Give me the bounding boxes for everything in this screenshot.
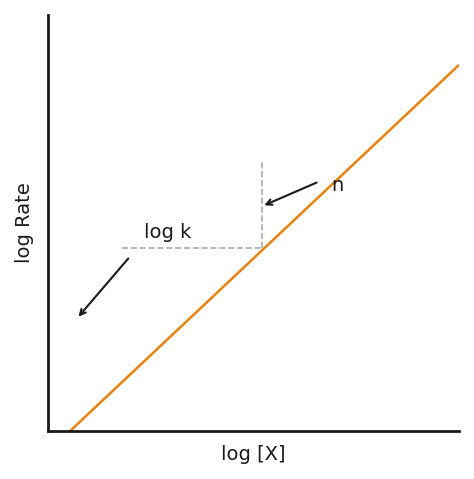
Y-axis label: log Rate: log Rate [15,182,34,263]
Text: n: n [331,176,344,195]
X-axis label: log [X]: log [X] [221,445,286,464]
Text: log k: log k [145,223,192,242]
